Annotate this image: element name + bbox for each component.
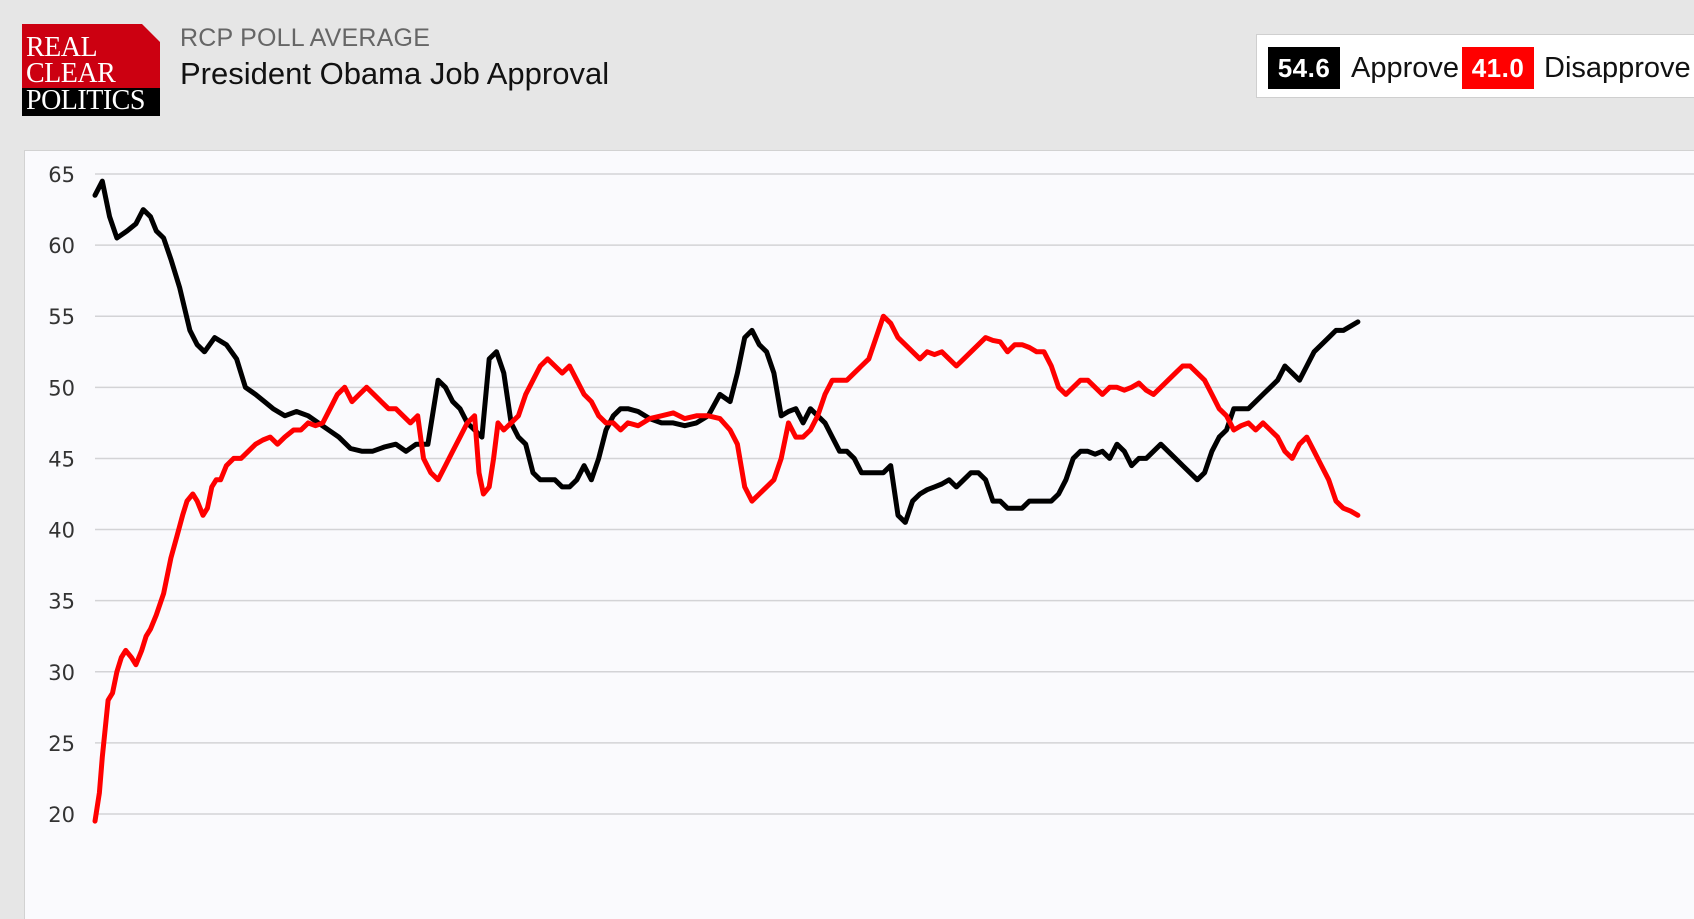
approve-value-badge: 54.6 [1268,47,1340,89]
chart-subtitle: RCP POLL AVERAGE [180,24,431,52]
logo-line-real: REAL [26,32,98,63]
series-line-approve[interactable] [92,178,1361,525]
approve-label: Approve [1351,52,1460,84]
y-tick-label: 60 [48,234,75,258]
y-tick-label: 30 [48,661,75,685]
chart-title: President Obama Job Approval [180,56,610,91]
rcp-logo[interactable]: REAL CLEAR POLITICS [22,24,160,116]
logo-line-politics: POLITICS [26,85,145,116]
y-tick-label: 25 [48,732,75,756]
y-tick-label: 20 [48,803,75,827]
y-tick-label: 50 [48,376,75,400]
plot-area[interactable]: 20 25 30 35 40 45 50 55 60 65 [24,150,1694,919]
approval-line-chart[interactable]: 20 25 30 35 40 45 50 55 60 65 [25,151,1694,919]
y-tick-label: 40 [48,519,75,543]
y-tick-label: 65 [48,163,75,187]
y-tick-label: 35 [48,590,75,614]
logo-line-clear: CLEAR [26,58,116,89]
disapprove-label: Disapprove [1544,52,1691,84]
y-tick-label: 45 [48,447,75,471]
logo-band [22,88,160,116]
legend-box: 54.6 Approve 41.0 Disapprove [1256,34,1694,98]
y-tick-label: 55 [48,305,75,329]
series-line-disapprove[interactable] [92,313,1361,824]
disapprove-value-badge: 41.0 [1462,47,1534,89]
